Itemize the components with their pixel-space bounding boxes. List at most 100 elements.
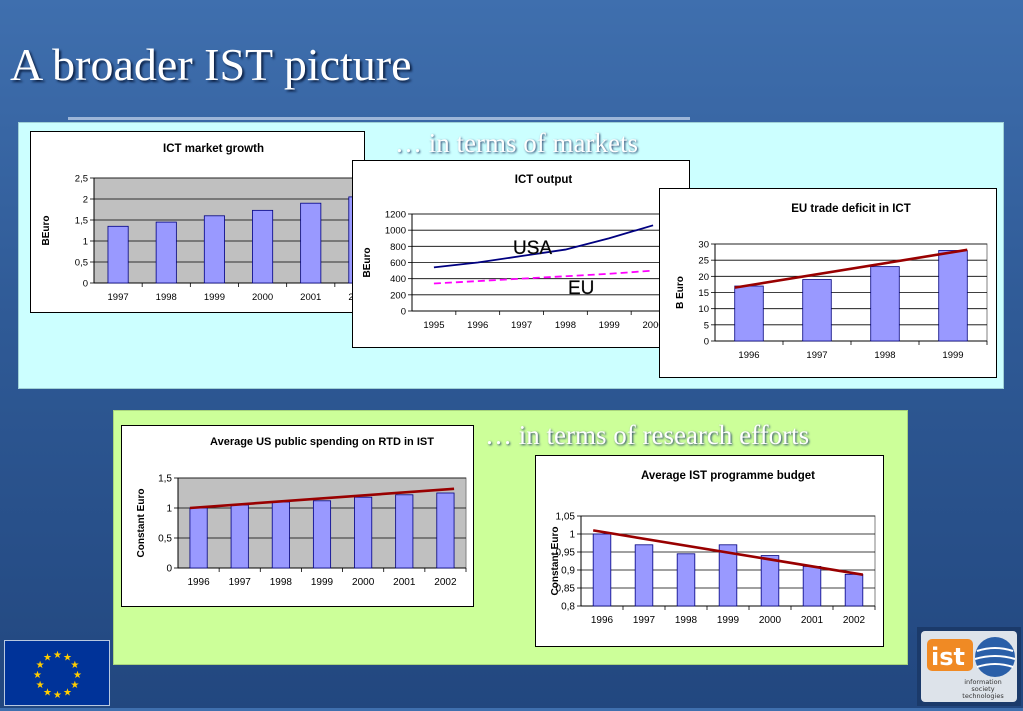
x-tick-label: 1999 <box>717 615 740 626</box>
bar <box>844 573 864 607</box>
bar <box>802 279 832 342</box>
trend-line <box>734 248 968 289</box>
ist-subtitle-line2: society <box>971 685 994 693</box>
eu-star-icon: ★ <box>70 680 79 691</box>
x-tick-label: 2000 <box>252 292 273 303</box>
y-axis-label: BEuro <box>362 248 373 278</box>
chart-ist-programme-budget: Average IST programme budget 0,8 0,85 0,9 0,… <box>535 455 884 647</box>
chart-title: Average IST programme budget <box>641 470 815 482</box>
x-tick-label: 1998 <box>675 615 698 626</box>
chart-title: ICT market growth <box>163 143 264 155</box>
chart-ict-market-growth: ICT market growth 0 0,5 1 1,5 2 2,5 BEuro 1997 19… <box>30 131 365 313</box>
bar <box>271 501 290 569</box>
caption-markets: … in terms of markets <box>395 128 638 158</box>
bar <box>395 494 414 569</box>
trend-line <box>189 487 455 510</box>
y-tick-label: 0,8 <box>561 602 575 613</box>
x-tick-label: 2000 <box>643 320 664 331</box>
eu-star-icon: ★ <box>36 660 45 671</box>
y-tick-label: 0,5 <box>75 258 88 269</box>
y-tick-label: 600 <box>390 258 406 269</box>
y-tick-label: 5 <box>704 320 709 331</box>
bar <box>802 566 822 607</box>
x-tick-label: 1996 <box>467 320 488 331</box>
x-tick-label: 2000 <box>352 577 375 588</box>
eu-star-icon: ★ <box>63 687 72 698</box>
x-tick-label: 1998 <box>270 577 293 588</box>
chart-title: Average US public spending on RTD in IST <box>210 436 434 448</box>
y-tick-label: 25 <box>698 256 709 267</box>
bar <box>938 250 968 342</box>
bar <box>155 221 177 284</box>
caption-research: … in terms of research efforts <box>485 420 810 450</box>
x-tick-label: 1998 <box>555 320 576 331</box>
eu-star-icon: ★ <box>70 660 79 671</box>
x-tick-label: 1997 <box>511 320 532 331</box>
x-tick-label: 2001 <box>393 577 416 588</box>
x-tick-label: 1999 <box>204 292 225 303</box>
y-tick-label: 800 <box>390 242 406 253</box>
y-tick-label: 0,9 <box>561 566 575 577</box>
chart-eu-trade-deficit: EU trade deficit in ICT 0 5 10 15 20 25 30 B Eur… <box>659 188 997 378</box>
y-tick-label: 1 <box>166 504 172 515</box>
bar <box>734 285 764 342</box>
x-tick-label: 2002 <box>434 577 457 588</box>
y-tick-label: 0 <box>83 279 88 290</box>
y-tick-label: 0,5 <box>158 534 172 545</box>
x-tick-label: 1998 <box>874 350 895 361</box>
bar <box>870 266 900 342</box>
bar <box>107 225 129 284</box>
eu-star-icon: ★ <box>53 650 62 661</box>
y-tick-label: 2 <box>83 195 88 206</box>
chart-us-rtd-spending: Average US public spending on RTD in IST… <box>121 425 474 607</box>
y-tick-label: 0 <box>166 564 172 575</box>
y-tick-label: 1 <box>83 237 88 248</box>
y-axis-label: Constant Euro <box>550 527 561 596</box>
eu-star-icon: ★ <box>73 670 82 681</box>
x-tick-label: 1999 <box>942 350 963 361</box>
y-tick-label: 200 <box>390 290 406 301</box>
trend-line <box>592 529 864 576</box>
eu-star-icon: ★ <box>43 687 52 698</box>
x-tick-label: 2001 <box>300 292 321 303</box>
y-tick-label: 1000 <box>385 226 406 237</box>
x-tick-label: 1995 <box>423 320 444 331</box>
chart-title: ICT output <box>515 174 573 186</box>
y-tick-label: 1,5 <box>75 216 88 227</box>
bar <box>436 492 455 569</box>
y-tick-label: 0 <box>704 337 709 348</box>
ist-subtitle-line3: technologies <box>962 692 1004 700</box>
x-tick-label: 1997 <box>108 292 129 303</box>
x-tick-label: 2002 <box>843 615 866 626</box>
series-label-usa: USA <box>513 238 552 259</box>
bar <box>354 496 373 569</box>
x-tick-label: 1999 <box>311 577 334 588</box>
chart-ict-output: ICT output 0 200 400 600 800 1000 1200 BEuro 1995… <box>352 160 690 348</box>
series-line-usa <box>433 224 654 269</box>
y-tick-label: 15 <box>698 288 709 299</box>
bar <box>252 209 274 284</box>
y-tick-label: 30 <box>698 240 709 251</box>
y-tick-label: 400 <box>390 274 406 285</box>
x-tick-label: 1998 <box>156 292 177 303</box>
x-tick-label: 1997 <box>229 577 252 588</box>
bar <box>592 533 612 607</box>
ist-badge-icon <box>927 639 973 671</box>
series-label-eu: EU <box>568 278 594 299</box>
eu-star-icon: ★ <box>33 670 42 681</box>
y-axis-label: B Euro <box>675 276 686 309</box>
bar <box>718 544 738 607</box>
ist-subtitle-line1: information <box>964 678 1002 686</box>
x-tick-label: 1997 <box>806 350 827 361</box>
bar <box>312 500 332 569</box>
title-underline <box>68 117 690 120</box>
bar <box>189 507 208 569</box>
y-tick-label: 0,95 <box>556 548 576 559</box>
plot-area <box>93 177 364 284</box>
y-tick-label: 0 <box>401 307 406 318</box>
eu-flag-logo: ★ ★ ★ ★ ★ ★ ★ ★ ★ ★ ★ ★ <box>4 640 110 706</box>
bar <box>634 544 654 607</box>
y-tick-label: 2,5 <box>75 174 88 185</box>
x-tick-label: 1999 <box>599 320 620 331</box>
x-tick-label: 1996 <box>591 615 614 626</box>
